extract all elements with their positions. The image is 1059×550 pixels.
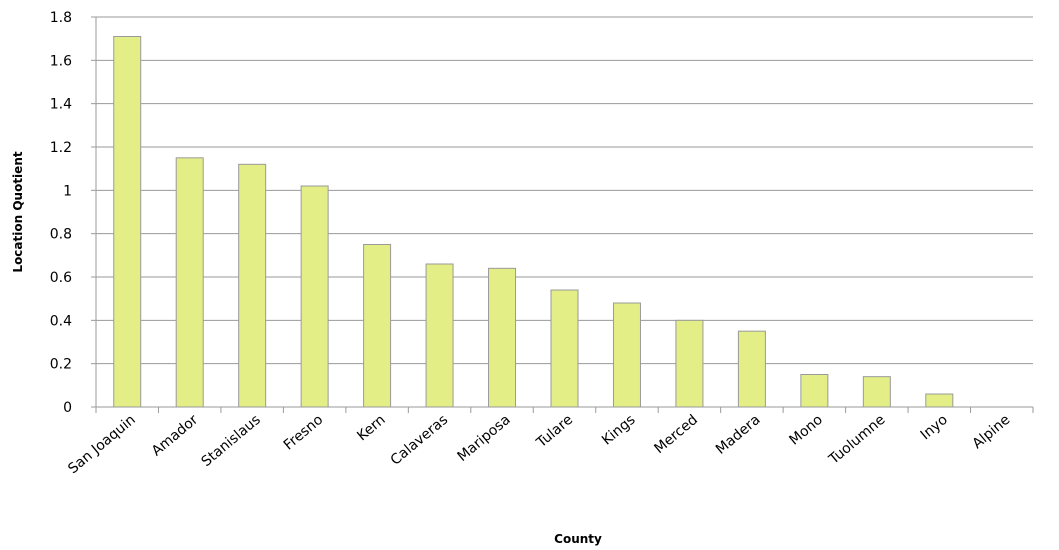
x-tick-label: Merced — [651, 412, 701, 457]
bar-inyo — [925, 393, 954, 408]
x-tick-label: Madera — [713, 412, 764, 458]
x-tick-label: Tuolumne — [825, 412, 888, 468]
axes — [95, 17, 1034, 413]
bar-fresno — [300, 185, 329, 408]
y-tick-label: 0.6 — [50, 270, 72, 286]
x-tick-label: Calaveras — [388, 412, 451, 469]
bar-mono — [800, 374, 829, 408]
bar-tulare — [550, 289, 579, 408]
y-tick-label: 0.8 — [50, 227, 72, 243]
bar-kern — [363, 244, 392, 408]
x-tick-label: Mariposa — [455, 412, 514, 465]
y-tick-label: 0 — [63, 400, 72, 416]
x-tick-label: San Joaquin — [65, 412, 139, 477]
y-tick-label: 1 — [63, 183, 72, 199]
bar-madera — [737, 330, 766, 408]
y-tick-label: 1.8 — [50, 10, 72, 26]
y-tick-label: 0.4 — [50, 313, 72, 329]
bar-calaveras — [425, 263, 454, 408]
y-tick-label: 0.2 — [50, 357, 72, 373]
x-tick-label: Alpine — [970, 412, 1014, 452]
bar-kings — [612, 302, 641, 408]
x-tick-label: Amador — [149, 412, 202, 460]
bar-tuolumne — [862, 376, 891, 408]
y-tick-label: 1.4 — [50, 97, 72, 113]
bar-amador — [175, 157, 204, 408]
bar-mariposa — [488, 267, 517, 408]
x-tick-label: Stanislaus — [199, 412, 264, 470]
bar-san-joaquin — [113, 36, 142, 408]
x-tick-label: Kern — [354, 412, 388, 444]
x-tick-label: Tulare — [533, 412, 576, 452]
x-tick-label: Inyo — [918, 412, 951, 443]
bar-stanislaus — [238, 163, 267, 408]
x-tick-label: Kings — [599, 412, 638, 449]
y-tick-labels: 0 0.2 0.4 0.6 0.8 1 1.2 1.4 1.6 1.8 — [50, 10, 72, 416]
y-axis-title: Location Quotient — [11, 151, 25, 272]
x-tick-label: Fresno — [281, 412, 326, 454]
bar-merced — [675, 319, 704, 408]
y-tick-label: 1.6 — [50, 53, 72, 69]
bars — [113, 36, 954, 408]
x-axis-title: County — [554, 532, 602, 546]
x-tick-label: Mono — [786, 412, 825, 449]
y-tick-label: 1.2 — [50, 140, 72, 156]
